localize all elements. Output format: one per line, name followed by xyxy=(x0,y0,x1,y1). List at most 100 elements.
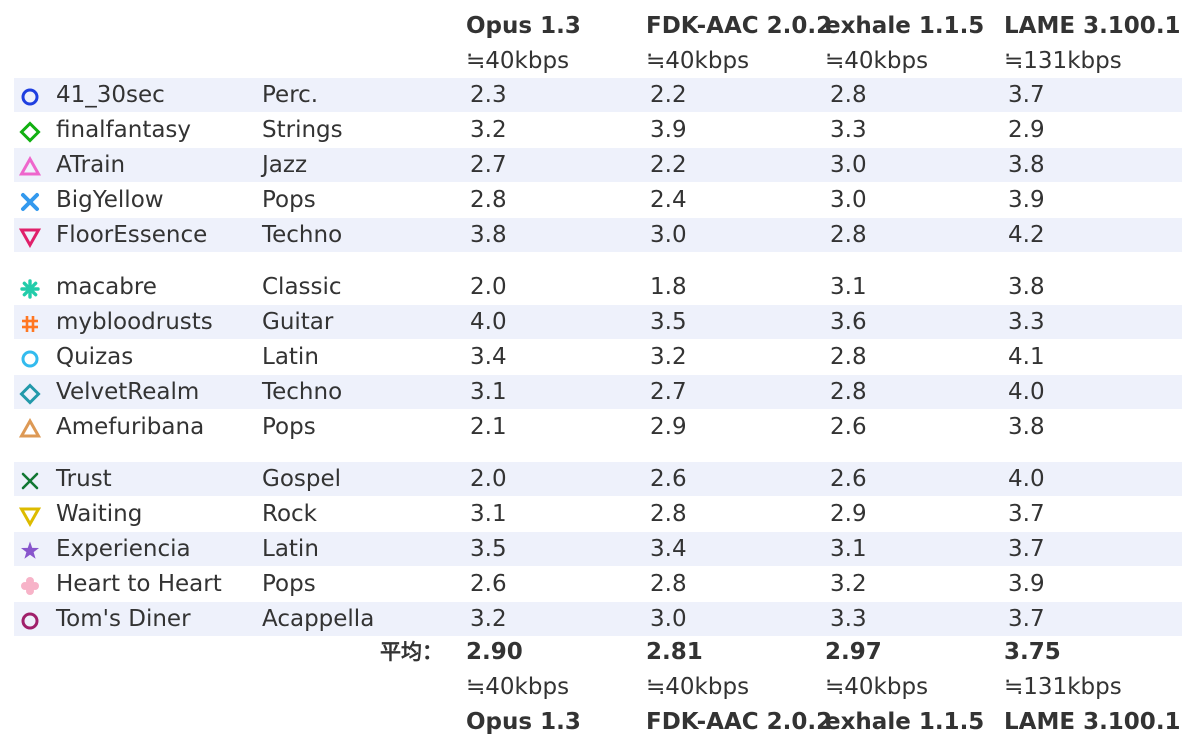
score-cell: 1.8 xyxy=(650,274,687,300)
average-value: 2.90 xyxy=(466,639,523,665)
row-stripe xyxy=(14,375,1182,409)
x-thick-marker-icon xyxy=(21,193,39,211)
score-cell: 3.0 xyxy=(650,222,687,248)
track-genre: Perc. xyxy=(262,82,319,108)
table-row: ATrain Jazz 2.7 2.2 3.0 3.8 xyxy=(0,148,1200,183)
row-stripe xyxy=(14,462,1182,496)
score-cell: 2.4 xyxy=(650,187,687,213)
track-genre: Strings xyxy=(262,117,343,143)
track-genre: Rock xyxy=(262,501,317,527)
score-cell: 2.6 xyxy=(830,414,867,440)
table-row: Trust Gospel 2.0 2.6 2.6 4.0 xyxy=(0,462,1200,497)
score-cell: 2.7 xyxy=(470,152,507,178)
column-footer-name: FDK-AAC 2.0.2 xyxy=(646,709,833,735)
table-row: BigYellow Pops 2.8 2.4 3.0 3.9 xyxy=(0,183,1200,218)
track-name: Waiting xyxy=(56,501,143,527)
score-cell: 3.3 xyxy=(1008,309,1045,335)
score-cell: 3.2 xyxy=(470,117,507,143)
track-genre: Pops xyxy=(262,187,316,213)
score-cell: 3.6 xyxy=(830,309,867,335)
column-header-bitrate: ≒131kbps xyxy=(1004,48,1122,74)
circle-open-marker-icon xyxy=(21,88,39,106)
column-header-name: exhale 1.1.5 xyxy=(825,13,985,39)
score-cell: 3.1 xyxy=(470,501,507,527)
score-cell: 3.3 xyxy=(830,606,867,632)
table-row: Amefuribana Pops 2.1 2.9 2.6 3.8 xyxy=(0,410,1200,445)
score-cell: 3.9 xyxy=(1008,571,1045,597)
table-row: Quizas Latin 3.4 3.2 2.8 4.1 xyxy=(0,340,1200,375)
score-cell: 2.6 xyxy=(650,466,687,492)
circle-open-marker-icon xyxy=(21,612,39,630)
row-stripe xyxy=(14,532,1182,566)
score-cell: 2.0 xyxy=(470,466,507,492)
score-cell: 4.0 xyxy=(470,309,507,335)
hash-marker-icon xyxy=(22,316,38,332)
track-genre: Pops xyxy=(262,571,316,597)
score-cell: 3.1 xyxy=(470,379,507,405)
table-row: 41_30sec Perc. 2.3 2.2 2.8 3.7 xyxy=(0,78,1200,113)
score-cell: 2.3 xyxy=(470,82,507,108)
cross-blob-marker-icon xyxy=(21,577,39,595)
score-cell: 3.2 xyxy=(650,344,687,370)
score-cell: 3.0 xyxy=(830,152,867,178)
track-name: macabre xyxy=(56,274,157,300)
triangle-up-open-marker-icon xyxy=(19,156,41,176)
triangle-down-open-marker-icon xyxy=(19,228,41,248)
table-row: Heart to Heart Pops 2.6 2.8 3.2 3.9 xyxy=(0,567,1200,602)
track-name: Tom's Diner xyxy=(56,606,191,632)
row-stripe xyxy=(14,218,1182,252)
score-cell: 2.8 xyxy=(830,344,867,370)
score-cell: 3.7 xyxy=(1008,606,1045,632)
triangle-up-open-marker-icon xyxy=(19,418,41,438)
table-row: Experiencia Latin 3.5 3.4 3.1 3.7 xyxy=(0,532,1200,567)
track-name: Trust xyxy=(56,466,112,492)
row-stripe xyxy=(14,602,1182,636)
track-name: Heart to Heart xyxy=(56,571,222,597)
row-stripe xyxy=(14,148,1182,182)
average-value: 2.97 xyxy=(825,639,882,665)
track-name: FloorEssence xyxy=(56,222,208,248)
score-cell: 3.1 xyxy=(830,274,867,300)
score-cell: 2.6 xyxy=(470,571,507,597)
track-genre: Pops xyxy=(262,414,316,440)
star-marker-icon xyxy=(20,541,40,559)
track-name: finalfantasy xyxy=(56,117,192,143)
diamond-open-marker-icon xyxy=(19,383,41,405)
score-cell: 3.4 xyxy=(470,344,507,370)
score-cell: 2.8 xyxy=(830,379,867,405)
diamond-open-marker-icon xyxy=(19,121,41,143)
column-footer-bitrate: ≒40kbps xyxy=(646,674,750,700)
table-row: Waiting Rock 3.1 2.8 2.9 3.7 xyxy=(0,497,1200,532)
triangle-down-open-marker-icon xyxy=(19,507,41,527)
column-footer-name: exhale 1.1.5 xyxy=(825,709,985,735)
track-genre: Techno xyxy=(262,379,343,405)
score-cell: 3.2 xyxy=(830,571,867,597)
score-cell: 3.7 xyxy=(1008,82,1045,108)
table-row: Tom's Diner Acappella 3.2 3.0 3.3 3.7 xyxy=(0,602,1200,637)
column-footer-bitrate: ≒40kbps xyxy=(466,674,570,700)
x-thin-marker-icon xyxy=(21,472,39,490)
track-name: Quizas xyxy=(56,344,134,370)
column-header-bitrate: ≒40kbps xyxy=(646,48,750,74)
column-footer-name: LAME 3.100.1 xyxy=(1004,709,1181,735)
score-cell: 3.4 xyxy=(650,536,687,562)
score-cell: 2.8 xyxy=(470,187,507,213)
track-genre: Latin xyxy=(262,344,319,370)
row-stripe xyxy=(14,305,1182,339)
score-cell: 2.1 xyxy=(470,414,507,440)
score-cell: 2.2 xyxy=(650,82,687,108)
track-name: VelvetRealm xyxy=(56,379,200,405)
score-cell: 3.9 xyxy=(650,117,687,143)
score-cell: 3.5 xyxy=(650,309,687,335)
column-header-name: LAME 3.100.1 xyxy=(1004,13,1181,39)
score-cell: 2.8 xyxy=(830,82,867,108)
score-cell: 2.9 xyxy=(1008,117,1045,143)
column-header-name: Opus 1.3 xyxy=(466,13,581,39)
score-cell: 2.8 xyxy=(650,501,687,527)
column-footer-bitrate: ≒131kbps xyxy=(1004,674,1122,700)
score-cell: 3.8 xyxy=(1008,152,1045,178)
score-cell: 3.0 xyxy=(650,606,687,632)
column-header-name: FDK-AAC 2.0.2 xyxy=(646,13,833,39)
average-label: 平均： xyxy=(380,640,443,664)
score-cell: 3.8 xyxy=(1008,274,1045,300)
